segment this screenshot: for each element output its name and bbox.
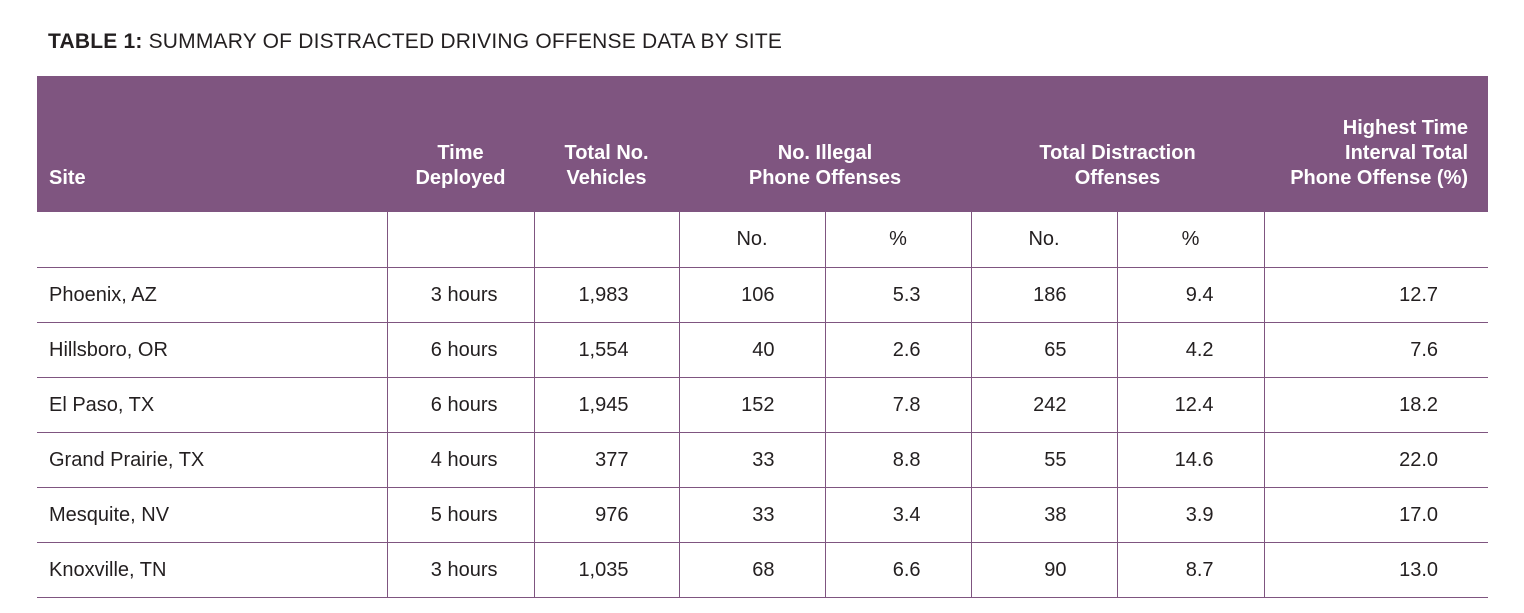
subheader-highest-empty: [1263, 212, 1489, 268]
subheader-dist-pct: %: [1116, 212, 1265, 268]
subheader-vehicles-empty: [533, 212, 679, 268]
header-highest-interval: Highest Time Interval Total Phone Offense …: [1264, 76, 1489, 212]
cell-distraction-offenses-pct: 3.9: [1116, 487, 1265, 543]
cell-total-vehicles: 1,554: [533, 322, 679, 378]
cell-distraction-offenses-no: 186: [970, 267, 1118, 323]
cell-time-deployed: 6 hours: [386, 377, 534, 433]
cell-phone-offenses-no: 106: [678, 267, 825, 323]
header-distraction-offenses: Total Distraction Offenses: [971, 76, 1265, 212]
cell-total-vehicles: 1,983: [533, 267, 679, 323]
table-row: Hillsboro, OR 6 hours 1,554 40 2.6 65 4.…: [37, 322, 1489, 378]
header-time-deployed: Time Deployed: [387, 76, 534, 212]
table-caption-label: TABLE 1:: [48, 30, 143, 53]
cell-site: Hillsboro, OR: [37, 322, 387, 378]
cell-time-deployed: 5 hours: [386, 487, 534, 543]
cell-phone-offenses-no: 40: [678, 322, 825, 378]
cell-phone-offenses-no: 33: [678, 487, 825, 543]
cell-highest-interval: 12.7: [1263, 267, 1489, 323]
cell-time-deployed: 3 hours: [386, 267, 534, 323]
cell-phone-offenses-pct: 8.8: [824, 432, 972, 488]
cell-distraction-offenses-no: 65: [970, 322, 1118, 378]
cell-phone-offenses-no: 68: [678, 542, 825, 598]
subheader-site-empty: [37, 212, 387, 268]
cell-phone-offenses-pct: 5.3: [824, 267, 972, 323]
table-row: Grand Prairie, TX 4 hours 377 33 8.8 55 …: [37, 432, 1489, 488]
cell-distraction-offenses-pct: 9.4: [1116, 267, 1265, 323]
cell-highest-interval: 7.6: [1263, 322, 1489, 378]
cell-time-deployed: 4 hours: [386, 432, 534, 488]
table-row: El Paso, TX 6 hours 1,945 152 7.8 242 12…: [37, 377, 1489, 433]
cell-phone-offenses-pct: 2.6: [824, 322, 972, 378]
table-caption: TABLE 1: SUMMARY OF DISTRACTED DRIVING O…: [48, 30, 782, 54]
cell-distraction-offenses-pct: 14.6: [1116, 432, 1265, 488]
cell-distraction-offenses-pct: 12.4: [1116, 377, 1265, 433]
subheader-phone-pct: %: [824, 212, 972, 268]
header-site: Site: [37, 76, 387, 212]
header-row: Site Time Deployed Total No. Vehicles No. …: [37, 76, 1489, 212]
cell-site: Mesquite, NV: [37, 487, 387, 543]
cell-highest-interval: 17.0: [1263, 487, 1489, 543]
cell-total-vehicles: 1,035: [533, 542, 679, 598]
cell-distraction-offenses-no: 90: [970, 542, 1118, 598]
subheader-phone-no: No.: [678, 212, 825, 268]
table-row: Mesquite, NV 5 hours 976 33 3.4 38 3.9 1…: [37, 487, 1489, 543]
subheader-row: No. % No. %: [37, 212, 1489, 268]
cell-highest-interval: 18.2: [1263, 377, 1489, 433]
cell-phone-offenses-no: 33: [678, 432, 825, 488]
subheader-time-empty: [386, 212, 534, 268]
cell-distraction-offenses-no: 38: [970, 487, 1118, 543]
cell-phone-offenses-pct: 3.4: [824, 487, 972, 543]
cell-phone-offenses-pct: 7.8: [824, 377, 972, 433]
header-total-vehicles: Total No. Vehicles: [534, 76, 679, 212]
cell-distraction-offenses-pct: 4.2: [1116, 322, 1265, 378]
cell-site: Grand Prairie, TX: [37, 432, 387, 488]
cell-phone-offenses-no: 152: [678, 377, 825, 433]
cell-phone-offenses-pct: 6.6: [824, 542, 972, 598]
cell-distraction-offenses-no: 55: [970, 432, 1118, 488]
cell-highest-interval: 13.0: [1263, 542, 1489, 598]
cell-total-vehicles: 377: [533, 432, 679, 488]
cell-total-vehicles: 1,945: [533, 377, 679, 433]
table-row: Phoenix, AZ 3 hours 1,983 106 5.3 186 9.…: [37, 267, 1489, 323]
cell-site: Knoxville, TN: [37, 542, 387, 598]
cell-site: El Paso, TX: [37, 377, 387, 433]
cell-distraction-offenses-no: 242: [970, 377, 1118, 433]
cell-site: Phoenix, AZ: [37, 267, 387, 323]
table-row: Knoxville, TN 3 hours 1,035 68 6.6 90 8.…: [37, 542, 1489, 598]
distracted-driving-table: Site Time Deployed Total No. Vehicles No. …: [37, 76, 1489, 598]
table-caption-title: SUMMARY OF DISTRACTED DRIVING OFFENSE DA…: [148, 30, 783, 53]
subheader-dist-no: No.: [970, 212, 1118, 268]
cell-total-vehicles: 976: [533, 487, 679, 543]
cell-time-deployed: 6 hours: [386, 322, 534, 378]
cell-highest-interval: 22.0: [1263, 432, 1489, 488]
cell-distraction-offenses-pct: 8.7: [1116, 542, 1265, 598]
header-phone-offenses: No. Illegal Phone Offenses: [679, 76, 972, 212]
cell-time-deployed: 3 hours: [386, 542, 534, 598]
